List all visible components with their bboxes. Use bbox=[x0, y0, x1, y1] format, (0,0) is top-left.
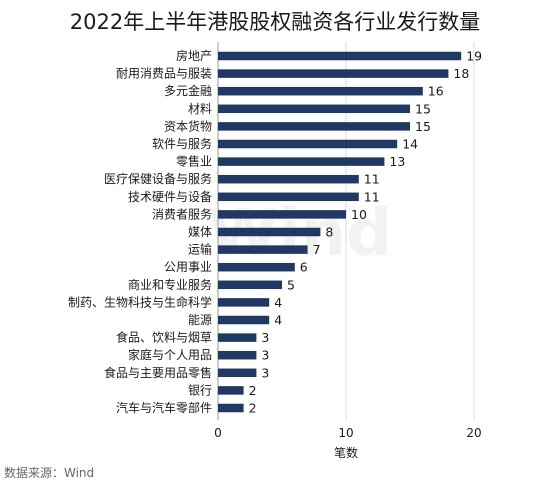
category-label: 公用事业 bbox=[164, 260, 212, 274]
bar bbox=[218, 280, 282, 290]
category-label: 食品、饮料与烟草 bbox=[116, 330, 212, 345]
category-label: 零售业 bbox=[176, 154, 212, 169]
value-label: 3 bbox=[261, 365, 269, 380]
bar bbox=[218, 157, 385, 166]
x-axis-label: 笔数 bbox=[334, 445, 358, 460]
bar bbox=[218, 368, 257, 378]
bar bbox=[218, 333, 257, 342]
category-labels: 房地产耐用消费品与服装多元金融材料资本货物软件与服务零售业医疗保健设备与服务技术… bbox=[68, 48, 212, 415]
value-label: 6 bbox=[300, 260, 308, 275]
bar bbox=[218, 51, 462, 61]
value-label: 11 bbox=[364, 172, 380, 187]
value-label: 2 bbox=[249, 401, 257, 416]
bar bbox=[218, 122, 410, 131]
value-label: 2 bbox=[249, 383, 257, 398]
bar bbox=[218, 174, 359, 184]
value-label: 5 bbox=[287, 277, 295, 292]
bar bbox=[218, 315, 270, 325]
category-label: 运输 bbox=[188, 242, 212, 257]
value-label: 8 bbox=[325, 225, 333, 240]
category-label: 医疗保健设备与服务 bbox=[104, 171, 212, 186]
bar bbox=[218, 350, 257, 360]
chart-source: 数据来源：Wind bbox=[4, 466, 95, 480]
value-label: 18 bbox=[453, 66, 469, 81]
category-label: 媒体 bbox=[188, 225, 212, 239]
chart-title: 2022年上半年港股股权融资各行业发行数量 bbox=[69, 10, 481, 34]
x-axis-ticks: 0 10 20 bbox=[214, 426, 481, 440]
category-label: 汽车与汽车零部件 bbox=[116, 400, 212, 415]
value-label: 19 bbox=[466, 49, 482, 64]
x-tick-label: 20 bbox=[466, 426, 481, 440]
category-label: 商业和专业服务 bbox=[128, 277, 212, 292]
bar bbox=[218, 227, 321, 237]
x-tick-label: 10 bbox=[338, 426, 353, 440]
category-label: 材料 bbox=[188, 102, 212, 116]
bar bbox=[218, 298, 270, 307]
category-label: 能源 bbox=[188, 313, 212, 327]
category-label: 技术硬件与设备 bbox=[128, 190, 212, 204]
bar bbox=[218, 262, 295, 272]
x-tick-label: 0 bbox=[214, 426, 222, 440]
value-label: 15 bbox=[415, 101, 431, 116]
category-label: 银行 bbox=[188, 383, 212, 397]
bar bbox=[218, 104, 410, 114]
category-label: 耐用消费品与服装 bbox=[116, 67, 212, 81]
bar bbox=[218, 86, 423, 96]
value-label: 10 bbox=[351, 207, 367, 222]
category-label: 房地产 bbox=[176, 48, 212, 63]
category-label: 制药、生物科技与生命科学 bbox=[68, 294, 212, 309]
value-label: 7 bbox=[313, 242, 321, 257]
value-label: 3 bbox=[261, 330, 269, 345]
bar bbox=[218, 403, 244, 413]
bar bbox=[218, 245, 308, 254]
value-label: 3 bbox=[261, 348, 269, 363]
value-label: 11 bbox=[364, 189, 380, 204]
bars bbox=[218, 51, 462, 413]
category-label: 家庭与个人用品 bbox=[128, 347, 212, 362]
bar bbox=[218, 210, 346, 219]
category-label: 软件与服务 bbox=[152, 136, 212, 151]
category-label: 资本货物 bbox=[164, 118, 212, 133]
bar bbox=[218, 192, 359, 202]
value-label: 14 bbox=[402, 137, 418, 152]
bar bbox=[218, 69, 449, 78]
value-label: 13 bbox=[389, 154, 405, 169]
value-label: 4 bbox=[274, 295, 282, 310]
category-label: 多元金融 bbox=[164, 83, 212, 98]
value-label: 4 bbox=[274, 313, 282, 328]
value-label: 15 bbox=[415, 119, 431, 134]
bar bbox=[218, 386, 244, 395]
value-label: 16 bbox=[428, 84, 444, 99]
category-label: 消费者服务 bbox=[152, 206, 212, 221]
bar bbox=[218, 139, 398, 149]
category-label: 食品与主要用品零售 bbox=[104, 365, 212, 380]
